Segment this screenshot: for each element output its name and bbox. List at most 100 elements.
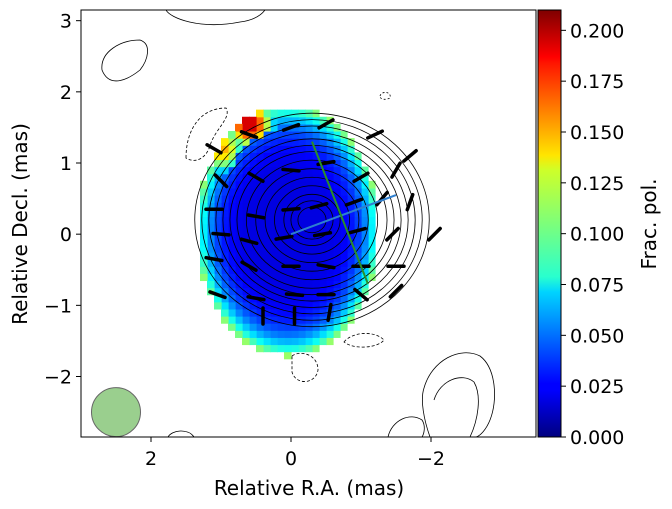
polarization-pixel xyxy=(312,180,320,189)
polarization-pixel xyxy=(256,316,264,324)
polarization-pixel xyxy=(207,280,215,289)
polarization-pixel xyxy=(242,173,250,182)
polarization-pixel xyxy=(249,316,257,324)
polarization-pixel xyxy=(291,344,299,353)
polarization-pixel xyxy=(277,187,285,196)
polarization-pixel xyxy=(347,145,355,153)
polarization-pixel xyxy=(221,173,229,182)
polarization-pixel xyxy=(242,308,250,317)
polarization-pixel xyxy=(221,209,229,217)
polarization-pixel xyxy=(284,209,292,217)
polarization-pixel xyxy=(200,209,208,217)
polarization-pixel xyxy=(277,195,285,203)
evpa-vector xyxy=(246,295,266,302)
polarization-pixel xyxy=(319,323,327,331)
polarization-pixel xyxy=(263,180,271,189)
polarization-pixel xyxy=(291,266,299,274)
polarization-pixel xyxy=(270,152,278,161)
colorbar-tick-label: 0.025 xyxy=(570,376,624,398)
polarization-pixel xyxy=(354,223,362,232)
polarization-pixel xyxy=(312,166,320,175)
polarization-pixel xyxy=(200,259,208,267)
polarization-pixel xyxy=(235,216,243,225)
polarization-pixel xyxy=(263,202,271,210)
polarization-pixel xyxy=(368,244,376,253)
polarization-pixel xyxy=(242,251,250,260)
polarization-pixel xyxy=(291,202,299,210)
polarization-pixel xyxy=(319,273,327,282)
polarization-pixel xyxy=(228,173,236,182)
polarization-pixel xyxy=(235,173,243,182)
polarization-pixel xyxy=(354,216,362,225)
colorbar-tick-label: 0.050 xyxy=(570,325,624,347)
polarization-pixel xyxy=(291,294,299,303)
polarization-pixel xyxy=(284,159,292,168)
polarization-pixel xyxy=(270,251,278,260)
polarization-pixel xyxy=(354,301,362,310)
polarization-pixel xyxy=(256,323,264,331)
polarization-pixel xyxy=(368,209,376,217)
polarization-pixel xyxy=(298,280,306,289)
polarization-pixel xyxy=(263,159,271,168)
polarization-pixel xyxy=(270,159,278,168)
polarization-pixel xyxy=(361,166,369,175)
polarization-pixel xyxy=(277,159,285,168)
colorbar-tick-label: 0.150 xyxy=(570,122,624,144)
polarization-pixel xyxy=(284,223,292,232)
polarization-pixel xyxy=(249,145,257,153)
polarization-pixel xyxy=(214,195,222,203)
polarization-pixel xyxy=(228,301,236,310)
y-tick-label: 0 xyxy=(60,224,72,246)
polarization-pixel xyxy=(284,316,292,324)
polarization-pixel xyxy=(235,316,243,324)
polarization-pixel xyxy=(326,266,334,274)
polarization-pixel xyxy=(333,223,341,232)
polarization-pixel xyxy=(270,123,278,132)
polarization-pixel xyxy=(228,202,236,210)
polarization-pixel xyxy=(333,294,341,303)
polarization-pixel xyxy=(326,323,334,331)
polarization-pixel xyxy=(354,187,362,196)
y-axis-ticks: 3 2 1 0 −1 −2 xyxy=(44,11,81,389)
polarization-pixel xyxy=(319,330,327,338)
polarization-pixel xyxy=(368,223,376,232)
polarization-pixel xyxy=(298,216,306,225)
polarization-pixel xyxy=(242,244,250,253)
polarization-pixel xyxy=(305,330,313,338)
polarization-pixel xyxy=(361,195,369,203)
polarization-pixel xyxy=(284,187,292,196)
polarization-pixel xyxy=(347,159,355,168)
contour-line xyxy=(208,125,416,315)
polarization-pixel xyxy=(319,187,327,196)
polarization-pixel xyxy=(263,308,271,317)
polarization-pixel xyxy=(305,237,313,246)
polarization-pixel xyxy=(242,323,250,331)
polarization-pixel xyxy=(214,187,222,196)
evpa-vector xyxy=(405,192,415,212)
polarization-pixel xyxy=(319,145,327,153)
polarization-pixel xyxy=(214,180,222,189)
polarization-pixel xyxy=(305,145,313,153)
polarization-pixel xyxy=(270,344,278,353)
polarization-pixel xyxy=(242,280,250,289)
polarization-pixel xyxy=(214,251,222,260)
polarization-pixel xyxy=(249,223,257,232)
polarization-pixel xyxy=(354,230,362,239)
polarization-pixel xyxy=(333,323,341,331)
polarization-pixel xyxy=(347,251,355,260)
polarization-pixel xyxy=(200,244,208,253)
polarization-pixel xyxy=(249,166,257,175)
polarization-pixel xyxy=(298,308,306,317)
polarization-pixel xyxy=(347,202,355,210)
polarization-pixel xyxy=(361,280,369,289)
jet-axis-line xyxy=(290,194,397,236)
polarization-pixel xyxy=(214,237,222,246)
polarization-pixel xyxy=(298,251,306,260)
polarization-pixel xyxy=(354,180,362,189)
polarization-pixel xyxy=(228,273,236,282)
polarization-pixel xyxy=(305,123,313,132)
polarization-pixel xyxy=(312,280,320,289)
polarization-pixel xyxy=(284,180,292,189)
polarization-pixel xyxy=(340,287,348,296)
polarization-pixel xyxy=(207,202,215,210)
